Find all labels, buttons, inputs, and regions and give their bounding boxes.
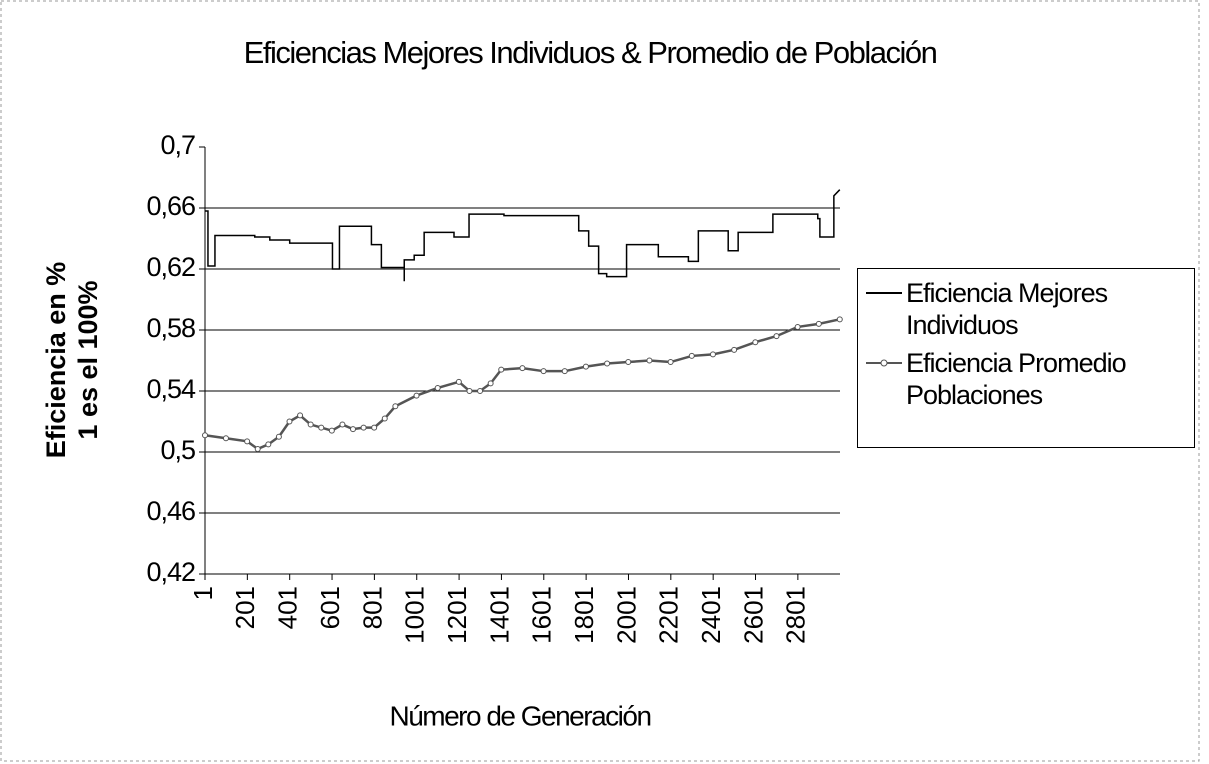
- point-marker: [328, 427, 335, 434]
- point-marker: [222, 435, 229, 442]
- point-marker: [519, 365, 526, 372]
- point-marker: [360, 424, 367, 431]
- x-tick-label: 201: [230, 586, 260, 629]
- x-tick-label: 801: [357, 586, 387, 629]
- point-marker: [752, 339, 759, 346]
- x-tick-label: 2001: [611, 586, 641, 644]
- x-tick-label: 1201: [442, 586, 472, 644]
- legend-label: Eficiencia Mejores Individuos: [906, 278, 1108, 340]
- y-axis-label: Eficiencia en % 1 es el 100%: [41, 262, 103, 459]
- point-marker: [667, 359, 674, 366]
- point-marker: [307, 421, 314, 428]
- x-tick-label: 2401: [696, 586, 726, 644]
- y-tick-label: 0,66: [146, 191, 195, 221]
- point-marker: [265, 441, 272, 448]
- legend-swatch: [866, 292, 902, 294]
- point-marker: [392, 403, 399, 410]
- plot-area: 0,420,460,50,540,580,620,660,71 201 401 601…: [146, 130, 843, 644]
- legend-swatch: [866, 359, 902, 367]
- point-marker: [286, 418, 293, 425]
- x-tick-label: 1601: [527, 586, 557, 644]
- x-tick-label: 1801: [569, 586, 599, 644]
- point-marker: [466, 388, 473, 394]
- x-tick-label: 2201: [654, 586, 684, 644]
- point-marker: [625, 359, 632, 366]
- point-marker: [794, 323, 801, 330]
- series-line: [204, 318, 841, 451]
- point-marker: [297, 412, 304, 419]
- chart-title: Eficiencias Mejores Individuos & Promedi…: [244, 35, 937, 70]
- x-tick-label: 2801: [781, 586, 811, 644]
- point-marker: [646, 357, 653, 364]
- legend-entry: Eficiencia Promedio Poblaciones: [862, 347, 1190, 411]
- legend-label: Eficiencia Promedio Poblaciones: [906, 348, 1127, 410]
- point-marker: [561, 368, 568, 375]
- series-line: [205, 189, 841, 282]
- x-tick-label: 1001: [400, 586, 430, 644]
- point-marker: [244, 438, 251, 445]
- y-tick-label: 0,58: [146, 313, 195, 343]
- x-tick-label: 2601: [738, 586, 768, 644]
- point-marker: [487, 380, 494, 387]
- y-tick-label: 0,5: [160, 435, 195, 465]
- x-tick-label: 1401: [484, 586, 514, 644]
- y-axis-label-line: Eficiencia en %: [41, 262, 71, 459]
- y-axis-label-line: 1 es el 100%: [73, 280, 103, 439]
- y-tick-label: 0,62: [146, 252, 195, 282]
- point-marker: [381, 415, 388, 422]
- x-tick-label: 401: [273, 586, 303, 629]
- x-axis-label: Número de Generación: [389, 700, 650, 731]
- point-marker: [434, 384, 441, 391]
- x-tick-label: 1: [188, 586, 218, 600]
- y-tick-label: 0,46: [146, 496, 195, 526]
- point-marker: [688, 352, 695, 359]
- point-marker: [371, 424, 378, 431]
- y-tick-label: 0,7: [160, 130, 195, 160]
- point-marker: [254, 445, 261, 452]
- point-marker: [477, 388, 484, 394]
- point-marker: [413, 392, 420, 399]
- y-tick-label: 0,54: [146, 374, 196, 404]
- point-marker: [815, 320, 822, 327]
- point-marker: [604, 360, 611, 367]
- point-marker: [731, 346, 738, 353]
- point-marker: [582, 363, 589, 370]
- y-tick-label: 0,42: [146, 557, 195, 587]
- point-marker: [498, 366, 505, 373]
- point-marker: [275, 433, 282, 440]
- point-marker: [202, 432, 208, 439]
- legend-entry: Eficiencia Mejores Individuos: [862, 277, 1190, 341]
- legend: Eficiencia Mejores Individuos Eficiencia …: [857, 268, 1195, 448]
- point-marker: [836, 316, 843, 323]
- point-marker: [773, 333, 780, 340]
- point-marker: [540, 368, 547, 375]
- x-tick-label: 601: [315, 586, 345, 629]
- point-marker: [455, 378, 462, 385]
- swatch-marker: [880, 359, 888, 367]
- point-marker: [318, 424, 325, 431]
- point-marker: [709, 351, 716, 358]
- point-marker: [350, 426, 357, 433]
- point-marker: [339, 421, 346, 428]
